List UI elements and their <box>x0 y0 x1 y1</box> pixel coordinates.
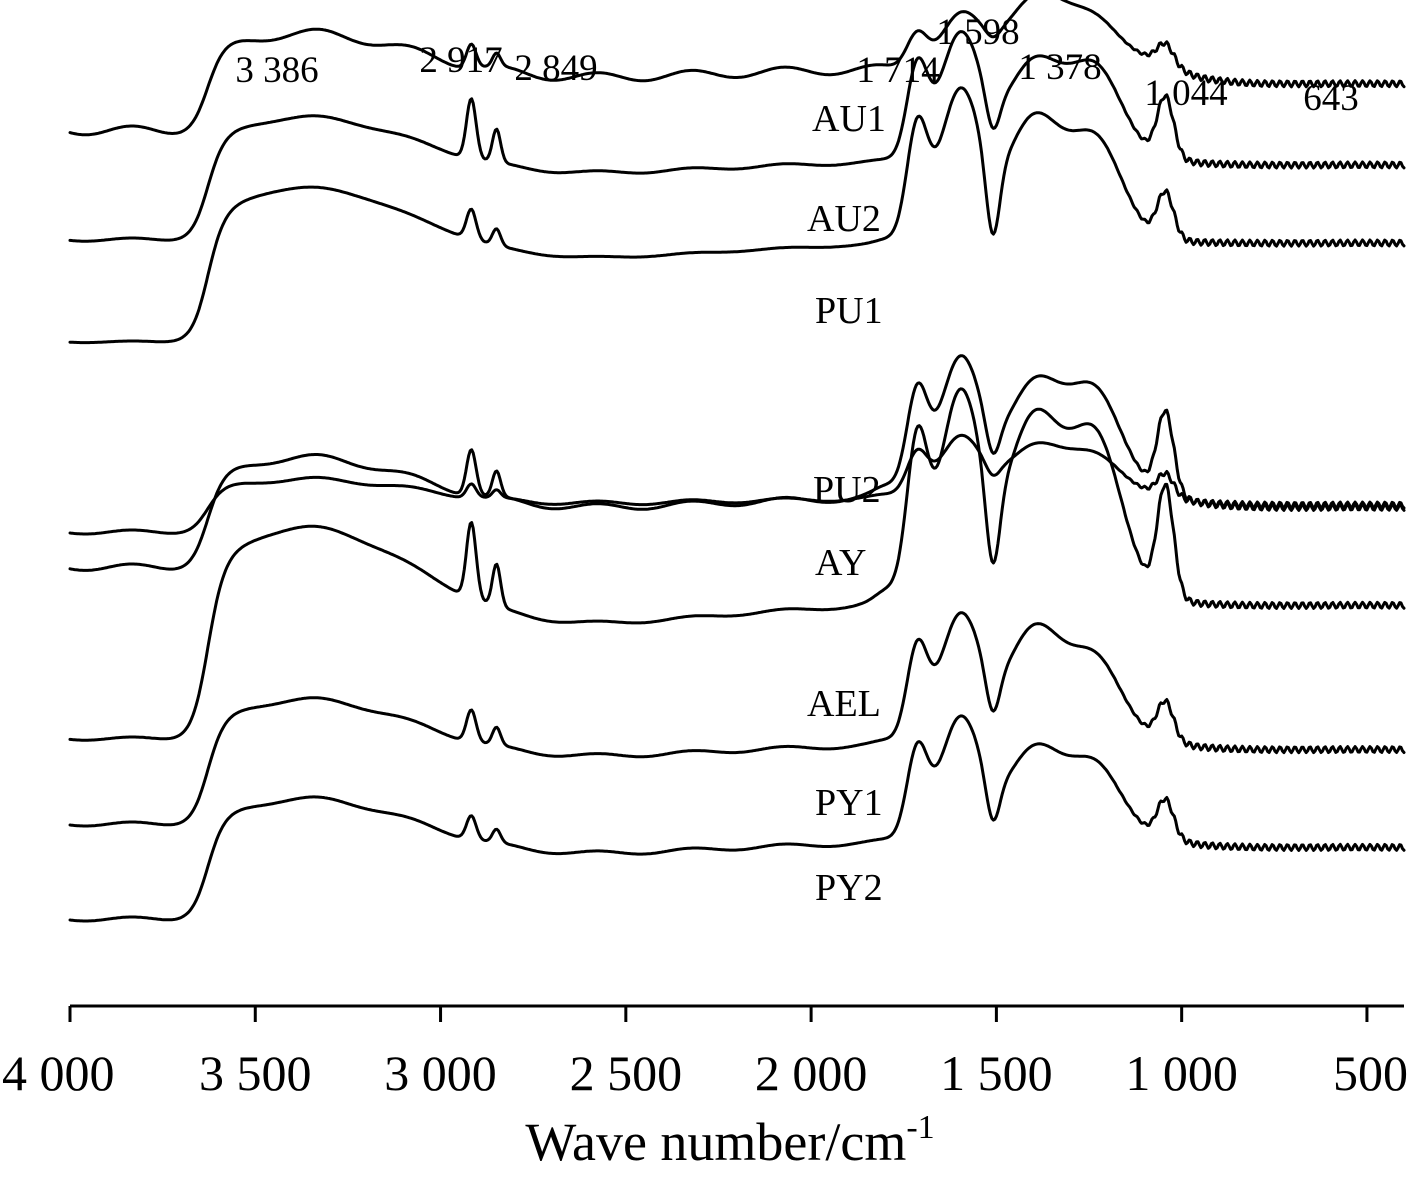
series-label-ay: AY <box>815 542 866 584</box>
x-axis-title-main: Wave number/cm <box>525 1112 906 1172</box>
peak-label-3: 1 714 <box>856 50 939 91</box>
x-axis-title-superscript: -1 <box>906 1109 934 1146</box>
x-tick-label-2: 3 000 <box>384 1045 497 1101</box>
series-line-au1 <box>68 0 1406 137</box>
x-tick-label-6: 1 000 <box>1125 1045 1238 1101</box>
series-label-layer: AU1 AU2 PU1 PU2 AY AEL PY1 PY2 <box>807 98 886 909</box>
series-line-py2 <box>68 714 1406 923</box>
x-tick-label-7: 500 <box>1333 1045 1408 1101</box>
series-line-pu1 <box>68 86 1406 345</box>
x-axis: 4 000 3 500 3 000 2 500 2 000 1 500 1 000 500 <box>2 1004 1408 1101</box>
series-label-ael: AEL <box>807 683 881 725</box>
x-tick-label-5: 1 500 <box>940 1045 1053 1101</box>
series-line-py1 <box>68 611 1406 828</box>
x-tick-label-3: 2 500 <box>570 1045 683 1101</box>
series-label-pu2: PU2 <box>813 469 881 511</box>
series-label-au1: AU1 <box>812 98 886 140</box>
x-tick-label-0: 4 000 <box>2 1045 115 1101</box>
peak-label-5: 1 378 <box>1018 47 1101 88</box>
series-label-py1: PY1 <box>815 782 883 824</box>
peak-label-2: 2 849 <box>514 48 597 89</box>
series-layer <box>68 0 1406 923</box>
x-axis-ticks: 4 000 3 500 3 000 2 500 2 000 1 500 1 000 500 <box>2 1006 1408 1101</box>
series-line-pu2 <box>68 433 1406 536</box>
series-line-au2 <box>68 30 1406 243</box>
series-line-ay <box>68 354 1406 572</box>
series-label-pu1: PU1 <box>815 290 883 332</box>
x-tick-label-1: 3 500 <box>199 1045 312 1101</box>
x-axis-title: Wave number/cm-1 <box>525 1109 934 1172</box>
series-line-ael <box>68 387 1406 742</box>
x-tick-label-4: 2 000 <box>755 1045 868 1101</box>
peak-label-7: 643 <box>1303 78 1359 119</box>
peak-label-4: 1 598 <box>936 12 1019 53</box>
peak-label-1: 2 917 <box>419 40 502 81</box>
series-label-au2: AU2 <box>807 198 881 240</box>
series-label-py2: PY2 <box>815 867 883 909</box>
peak-label-6: 1 044 <box>1144 73 1227 114</box>
peak-label-0: 3 386 <box>235 50 318 91</box>
